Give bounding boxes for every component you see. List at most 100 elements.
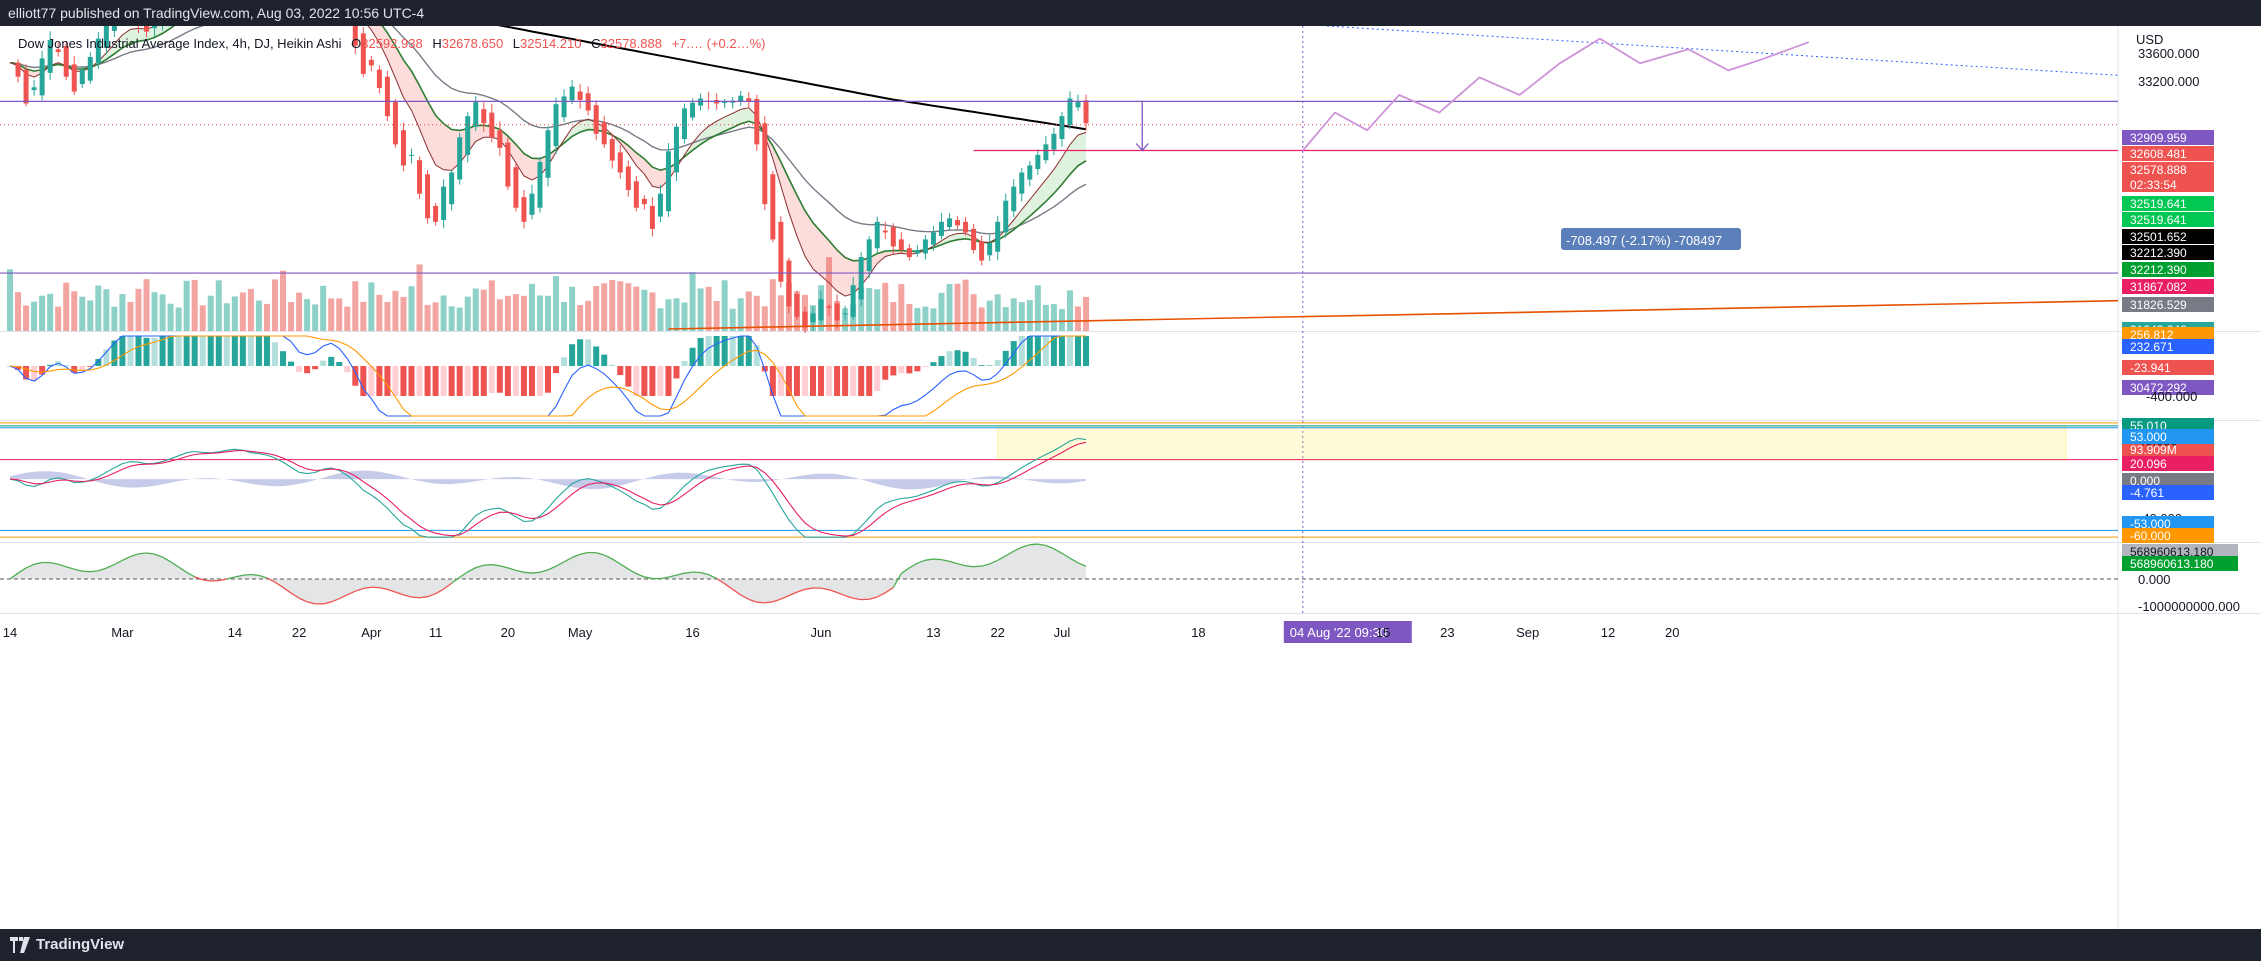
time-axis-label: 13 <box>926 625 940 640</box>
macd-histogram-bar <box>1058 336 1065 366</box>
price-label-tag <box>2122 146 2214 161</box>
macd-histogram-bar <box>271 342 278 366</box>
macd-histogram-bar <box>593 346 600 366</box>
macd-histogram-bar <box>553 366 560 374</box>
cumulative-line-segment <box>619 563 629 570</box>
chart-area[interactable]: -708.497 (-2.17%) -708497 33600.000 33200.… <box>0 26 2261 929</box>
candle-body <box>1083 100 1089 124</box>
cumulative-line-segment <box>146 552 155 555</box>
cumulative-line-segment <box>660 576 669 580</box>
macd-histogram-bar <box>39 366 46 375</box>
cumulative-line-segment <box>949 560 958 565</box>
published-text: elliott77 published on TradingView.com, … <box>8 5 425 21</box>
macd-histogram-bar <box>23 366 30 380</box>
candle-body <box>561 96 567 118</box>
macd-value-tag <box>2122 327 2214 342</box>
candle-body <box>489 112 495 138</box>
oscillator-value-text: -4.761 <box>2130 486 2164 500</box>
ema-cloud-segment <box>154 26 163 38</box>
ema-cloud-segment <box>716 116 725 136</box>
macd-histogram-bar <box>368 366 375 396</box>
time-axis-label: Jul <box>1054 625 1071 640</box>
cumulative-value-text: 568960613.180 <box>2130 557 2214 571</box>
candle-body <box>987 242 993 256</box>
volume-bar <box>1083 296 1090 331</box>
ema-cloud-segment <box>443 123 452 171</box>
cumulative-line-segment <box>138 552 147 555</box>
macd-histogram-bar <box>1042 336 1049 366</box>
oscillator-value-tag <box>2122 473 2214 488</box>
macd-histogram-bar <box>392 366 399 396</box>
volume-bar <box>344 306 351 331</box>
volume-bar <box>721 280 728 331</box>
legend-l-label: L <box>512 36 521 51</box>
ema-cloud-segment <box>780 161 789 213</box>
time-axis-label: 20 <box>501 625 515 640</box>
ema-cloud-segment <box>772 145 781 186</box>
cursor-date-text: 04 Aug '22 09:30 <box>1290 625 1387 640</box>
volume-bar <box>553 276 560 331</box>
volume-bar <box>304 299 311 331</box>
volume-bar <box>440 295 447 331</box>
candle-body <box>1003 200 1009 233</box>
volume-bar <box>416 264 423 331</box>
macd-histogram-bar <box>336 362 343 366</box>
currency-label: USD <box>2136 32 2164 47</box>
macd-histogram-bar <box>400 366 407 396</box>
ema-cloud-segment <box>435 115 444 170</box>
macd-histogram-bar <box>1034 336 1041 366</box>
candle-body <box>1067 98 1073 125</box>
legend-h-label: H <box>432 36 442 51</box>
volume-bar <box>898 284 905 331</box>
cumulative-axis-tick: 0.000 <box>2138 572 2171 587</box>
macd-value-text: 256.812 <box>2130 328 2174 342</box>
cumulative-line-segment <box>933 558 942 561</box>
cumulative-line-segment <box>925 558 934 561</box>
volume-bar <box>360 301 367 331</box>
cumulative-line-segment <box>941 559 950 563</box>
macd-histogram-bar <box>1026 336 1033 366</box>
macd-histogram-bar <box>536 366 543 396</box>
cumulative-line-segment <box>981 563 990 567</box>
cumulative-line-segment <box>732 588 742 596</box>
candle-body <box>473 102 479 127</box>
cumulative-line-segment <box>250 573 259 577</box>
volume-bar <box>633 286 640 331</box>
cumulative-line-segment <box>957 563 966 567</box>
volume-bar <box>39 295 46 331</box>
macd-histogram-bar <box>609 364 616 366</box>
candle-body <box>465 116 471 155</box>
time-axis-label: Jun <box>811 625 832 640</box>
volume-bar <box>111 306 118 331</box>
volume-bar <box>930 308 937 331</box>
cumulative-line-segment <box>387 588 396 593</box>
candle-body <box>55 49 61 53</box>
cumulative-line-segment <box>1005 550 1015 557</box>
cumulative-line-segment <box>419 596 428 599</box>
macd-histogram-bar <box>898 366 905 374</box>
cumulative-line-segment <box>531 571 541 574</box>
candle-body <box>497 130 503 148</box>
macd-histogram-bar <box>826 366 833 396</box>
macd-histogram-bar <box>199 336 206 366</box>
candle-body <box>842 313 848 315</box>
macd-histogram-bar <box>577 339 584 366</box>
candle-body <box>529 193 535 215</box>
volume-bar <box>87 300 94 331</box>
oscillator-value-text: 53.000 <box>2130 430 2167 444</box>
candle-body <box>513 167 519 208</box>
volume-bar <box>1074 306 1081 331</box>
cumulative-line-segment <box>483 564 492 566</box>
cumulative-line-segment <box>571 553 581 559</box>
volume-bar <box>280 270 287 331</box>
macd-histogram-bar <box>866 366 873 396</box>
candle-body <box>762 123 768 205</box>
volume-bar <box>47 293 54 331</box>
time-axis-label: 15 <box>1376 625 1390 640</box>
cumulative-line-segment <box>338 594 348 600</box>
cumulative-line-segment <box>330 598 340 603</box>
macd-histogram-bar <box>753 345 760 366</box>
macd-histogram-bar <box>424 366 431 396</box>
macd-histogram-bar <box>376 366 383 396</box>
cumulative-line-segment <box>491 564 500 567</box>
